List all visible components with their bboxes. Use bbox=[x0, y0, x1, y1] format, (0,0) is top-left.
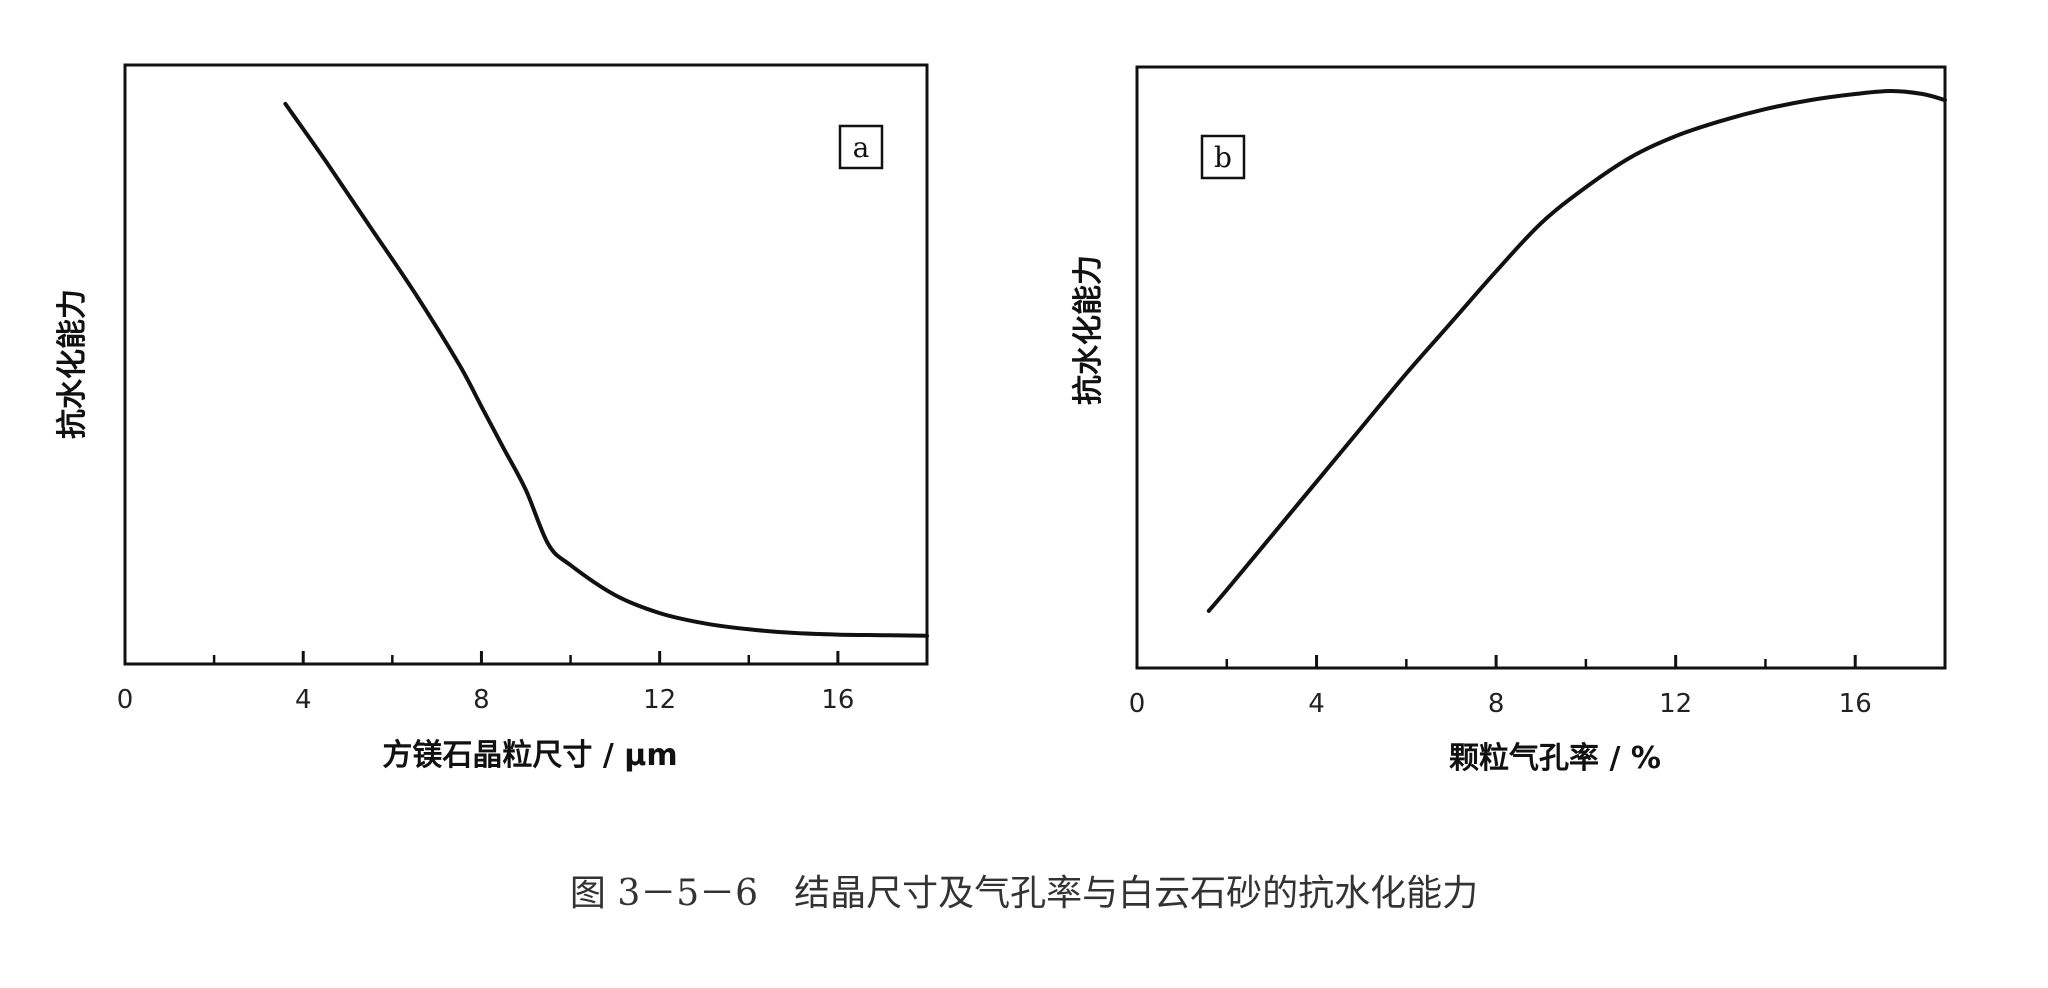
x-tick-label-a-1: 4 bbox=[295, 685, 312, 715]
series-line-b bbox=[1206, 89, 1947, 613]
x-tick-label-a-4: 16 bbox=[821, 685, 854, 715]
y-axis-label-a: 抗水化能力 bbox=[55, 289, 90, 439]
chart-panel-b: b 抗水化能力 颗粒气孔率 / % 0 4 8 12 16 bbox=[1071, 65, 1947, 776]
x-tick-label-b-4: 16 bbox=[1839, 689, 1872, 719]
plot-frame-b bbox=[1135, 65, 1947, 670]
x-axis-label-a: 方镁石晶粒尺寸 / μm bbox=[382, 738, 677, 773]
panel-tag-box-a bbox=[838, 124, 884, 170]
panel-tag-b: b bbox=[1214, 141, 1232, 174]
x-axis-label-b: 颗粒气孔率 / % bbox=[1449, 741, 1661, 776]
figure-caption: 图 3－5－6 结晶尺寸及气孔率与白云石砂的抗水化能力 bbox=[570, 873, 1478, 914]
x-tick-label-b-1: 4 bbox=[1308, 689, 1325, 719]
x-tick-label-a-0: 0 bbox=[117, 685, 134, 715]
panel-tag-a: a bbox=[853, 131, 870, 164]
x-tick-label-a-2: 8 bbox=[473, 685, 490, 715]
chart-panel-a: a 抗水化能力 方镁石晶粒尺寸 / μm 0 4 8 12 16 bbox=[55, 63, 929, 773]
x-tick-label-b-0: 0 bbox=[1129, 689, 1146, 719]
plot-frame-a bbox=[123, 63, 929, 666]
panel-tag-box-b bbox=[1200, 134, 1246, 180]
y-axis-label-b: 抗水化能力 bbox=[1071, 255, 1106, 405]
x-tick-label-a-3: 12 bbox=[643, 685, 676, 715]
x-tick-label-b-3: 12 bbox=[1659, 689, 1692, 719]
x-tick-label-b-2: 8 bbox=[1488, 689, 1505, 719]
series-line-a bbox=[283, 101, 929, 638]
